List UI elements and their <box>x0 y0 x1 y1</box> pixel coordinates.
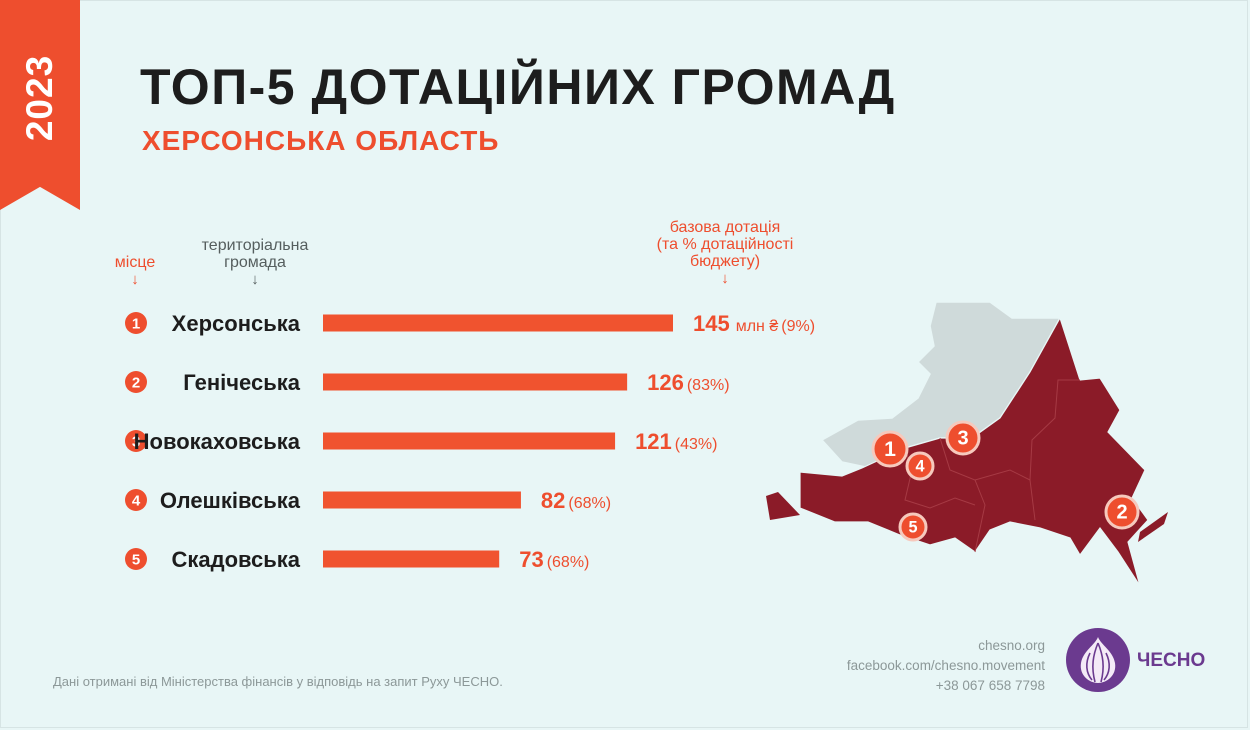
category-label: Генічеська <box>183 370 300 395</box>
rank-badge <box>125 312 147 334</box>
rank-column-header: місце ↓ <box>100 254 170 288</box>
rank-number: 2 <box>132 375 140 392</box>
rank-badge <box>125 430 147 452</box>
subsidy-header-line2: (та % дотаційності <box>656 236 794 253</box>
logo-garlic <box>1080 637 1116 683</box>
logo-garlic-lines <box>1086 642 1110 683</box>
map-marker-label: 3 <box>957 428 968 450</box>
hromada-header-line1: територіальна <box>201 237 309 254</box>
value-label: 126 (83%) <box>647 370 729 395</box>
source-note: Дані отримані від Міністерства фінансів … <box>53 674 503 689</box>
value-percent: (68%) <box>547 554 590 571</box>
down-arrow-icon: ↓ <box>131 271 139 288</box>
subsidy-header-line1: базова дотація <box>669 219 781 236</box>
value-number: 145 <box>693 311 730 336</box>
value-label: 145 млн ₴ (9%) <box>693 311 815 336</box>
map-marker-label: 2 <box>1116 502 1127 524</box>
map-markers: 1 4 3 5 2 <box>871 420 1140 542</box>
category-label: Скадовська <box>171 547 300 572</box>
hromada-header-line2: громада <box>224 254 286 271</box>
value-percent: (9%) <box>781 318 815 335</box>
down-arrow-icon: ↓ <box>251 271 259 288</box>
rank-number: 3 <box>132 434 140 451</box>
brand-name: ЧЕСНО <box>1137 650 1206 671</box>
value-percent: (43%) <box>675 436 718 453</box>
rank-badge <box>125 371 147 393</box>
map-marker <box>1104 494 1140 530</box>
value-number: 121 <box>635 429 672 454</box>
phone-number: +38 067 658 7798 <box>935 678 1045 693</box>
rank-number: 4 <box>132 493 141 510</box>
map-border-line <box>1029 379 1080 481</box>
page-title: ТОП-5 ДОТАЦІЙНИХ ГРОМАД <box>140 59 896 115</box>
value-label: 73 (68%) <box>519 547 589 572</box>
map-marker <box>945 420 981 456</box>
value-number: 82 <box>541 488 565 513</box>
bars-group: 1 Херсонська 145 млн ₴ (9%) 2 Генічеська 126 (83… <box>125 311 815 572</box>
value-percent: (68%) <box>568 495 611 512</box>
bar <box>323 432 616 450</box>
value-label: 121 (43%) <box>635 429 717 454</box>
subsidy-column-header: базова дотація (та % дотаційності бюджет… <box>630 219 820 287</box>
rank-number: 1 <box>132 316 140 333</box>
map-spit <box>766 492 800 520</box>
bar <box>323 314 673 332</box>
bar <box>323 373 628 391</box>
down-arrow-icon: ↓ <box>721 270 729 287</box>
facebook-link[interactable]: facebook.com/chesno.movement <box>846 658 1045 673</box>
map-marker-label: 5 <box>908 518 917 536</box>
subsidy-header-line3: бюджету) <box>689 253 761 270</box>
page-subtitle: ХЕРСОНСЬКА ОБЛАСТЬ <box>142 125 500 156</box>
value-unit: млн ₴ <box>736 318 779 335</box>
value-number: 73 <box>519 547 543 572</box>
value-number: 126 <box>647 370 684 395</box>
value-label: 82 (68%) <box>541 488 611 513</box>
map-marker <box>898 512 928 542</box>
year-ribbon <box>0 0 80 210</box>
rank-header-text: місце <box>114 254 156 271</box>
bar <box>323 550 500 568</box>
region-map <box>766 301 1168 587</box>
map-spit <box>1138 512 1168 542</box>
bar <box>323 491 521 509</box>
contacts-block: chesno.org facebook.com/chesno.movement … <box>800 636 1045 696</box>
map-marker-label: 4 <box>915 457 924 475</box>
map-marker <box>871 430 909 468</box>
hromada-column-header: територіальна громада ↓ <box>180 237 330 288</box>
map-marker-label: 1 <box>884 437 896 461</box>
rank-badge <box>125 489 147 511</box>
category-label: Олешківська <box>160 488 301 513</box>
map-marker <box>905 451 935 481</box>
rank-number: 5 <box>132 552 140 569</box>
rank-badge <box>125 548 147 570</box>
website-link[interactable]: chesno.org <box>978 638 1045 653</box>
chesno-logo-icon <box>1066 628 1130 692</box>
value-percent: (83%) <box>687 377 730 394</box>
map-border-line <box>974 469 1036 521</box>
category-label: Херсонська <box>172 311 301 336</box>
category-label: Новокаховська <box>134 429 301 454</box>
